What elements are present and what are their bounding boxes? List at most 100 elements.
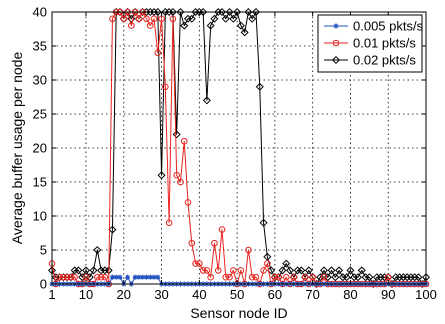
data-point — [109, 15, 116, 23]
data-point — [188, 239, 196, 247]
legend-marker — [331, 55, 341, 65]
data-point — [135, 15, 143, 23]
data-point — [301, 273, 309, 281]
data-point — [143, 274, 150, 280]
data-point — [85, 273, 94, 282]
data-point — [331, 273, 340, 282]
data-point — [248, 273, 256, 281]
data-point — [169, 15, 177, 23]
data-point — [109, 274, 116, 280]
data-point — [151, 274, 157, 280]
data-point — [113, 274, 119, 280]
data-point — [180, 137, 188, 145]
data-point — [108, 225, 117, 234]
data-point — [221, 14, 230, 23]
y-tick-label: 40 — [33, 5, 47, 20]
legend-marker — [333, 23, 339, 29]
data-point — [290, 273, 298, 281]
data-point — [236, 21, 245, 30]
data-point — [199, 267, 207, 274]
data-point — [132, 274, 138, 280]
x-axis-label: Sensor node ID — [190, 305, 287, 321]
data-point — [248, 14, 257, 23]
data-point — [342, 273, 351, 282]
data-point — [414, 273, 423, 282]
data-point — [304, 266, 313, 275]
data-point — [244, 7, 253, 17]
legend-marker — [332, 39, 340, 47]
x-tick-label: 60 — [268, 287, 282, 302]
data-point — [155, 274, 161, 280]
data-point — [353, 273, 363, 282]
y-tick-label: 35 — [33, 39, 47, 54]
data-point — [282, 273, 290, 281]
data-point — [210, 14, 219, 23]
data-point — [211, 239, 218, 247]
data-point — [282, 259, 291, 268]
data-point — [323, 273, 332, 282]
data-point — [187, 14, 196, 23]
data-point — [316, 273, 325, 282]
data-point — [154, 49, 162, 57]
data-point — [319, 266, 329, 275]
data-point — [78, 273, 87, 282]
y-tick-label: 5 — [40, 243, 47, 258]
data-point — [226, 273, 233, 281]
data-point — [267, 266, 276, 275]
series-line — [51, 11, 427, 285]
data-point — [229, 14, 238, 23]
legend-label: 0.005 pkts/s — [353, 19, 424, 34]
data-point — [153, 7, 162, 17]
data-point — [177, 178, 184, 186]
data-point — [230, 267, 237, 274]
data-point — [172, 130, 181, 139]
data-point — [275, 273, 282, 281]
data-point — [240, 28, 249, 37]
data-point — [218, 226, 226, 233]
x-tick-label: 100 — [415, 287, 437, 302]
data-point — [245, 246, 252, 254]
data-point — [260, 267, 267, 274]
data-point — [192, 260, 199, 267]
data-point — [222, 273, 230, 281]
x-tick-label: 50 — [230, 287, 244, 302]
y-axis-label: Average buffer usage per node — [9, 52, 25, 245]
data-point — [365, 273, 374, 282]
data-point — [217, 7, 227, 17]
data-point — [263, 252, 272, 261]
data-point — [162, 83, 169, 91]
data-point — [67, 273, 75, 281]
data-point — [335, 266, 344, 275]
data-point — [74, 266, 83, 275]
y-tick-label: 0 — [40, 277, 47, 292]
data-point — [168, 7, 177, 17]
data-point — [117, 274, 123, 280]
data-point — [63, 273, 71, 281]
x-tick-label: 10 — [79, 287, 93, 302]
data-point — [101, 273, 109, 281]
legend-label: 0.02 pkts/s — [353, 53, 416, 68]
data-point — [180, 21, 189, 30]
data-point — [225, 7, 234, 17]
data-point — [165, 219, 173, 227]
data-point — [259, 218, 268, 227]
y-tick-label: 30 — [33, 73, 47, 88]
data-point — [203, 267, 211, 274]
data-point — [278, 266, 287, 275]
data-point — [214, 267, 222, 274]
data-point — [285, 266, 295, 275]
x-tick-label: 80 — [343, 287, 357, 302]
data-point — [146, 22, 154, 29]
x-tick-label: 30 — [154, 287, 168, 302]
x-tick-label: 1 — [48, 287, 55, 302]
data-point — [237, 267, 245, 274]
data-point — [320, 273, 328, 281]
legend-entry: 0.02 pkts/s — [324, 53, 416, 68]
data-point — [56, 273, 63, 281]
legend: 0.005 pkts/s 0.01 pkts/s 0.02 pkts/s — [317, 14, 424, 73]
data-point — [176, 7, 185, 17]
data-point — [147, 274, 153, 280]
data-point — [184, 199, 192, 206]
data-point — [93, 245, 102, 255]
